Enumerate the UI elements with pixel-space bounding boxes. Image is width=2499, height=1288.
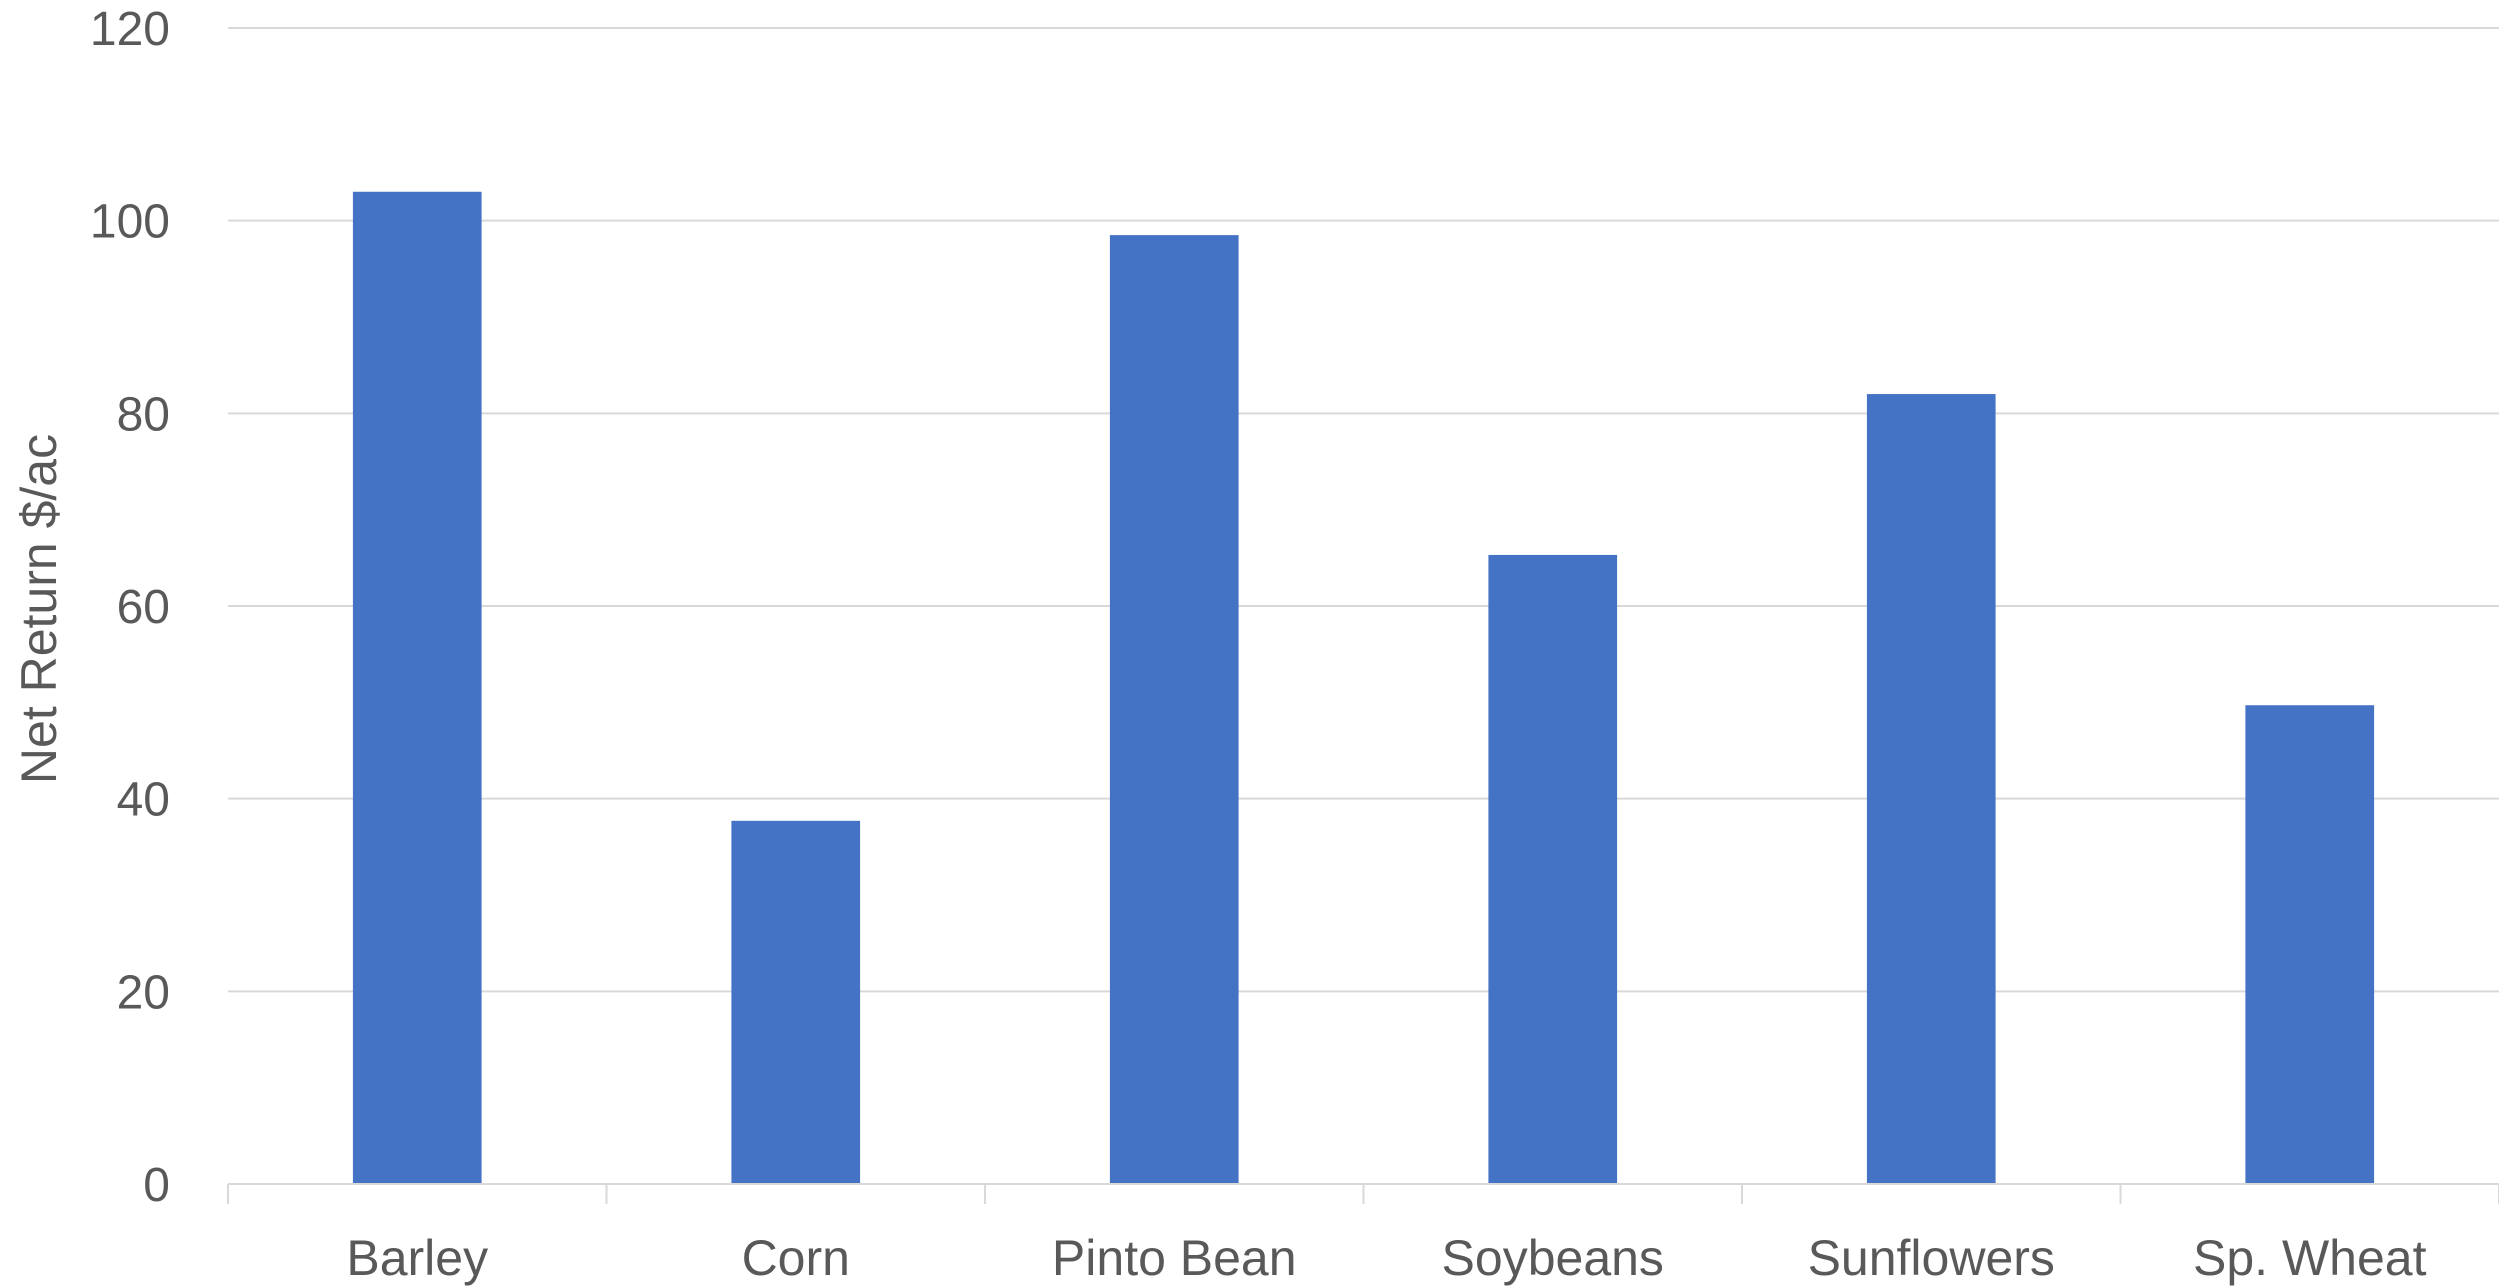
y-tick-label: 60 [117, 581, 170, 634]
x-axis [227, 1183, 2499, 1204]
x-axis-category-labels: Barley Corn Pinto Bean Soybeans Sunflowers Sp… [346, 1230, 2426, 1286]
bar-pinto-bean [1109, 235, 1239, 1184]
y-tick-label: 20 [117, 966, 170, 1019]
y-tick-label: 40 [117, 774, 170, 827]
x-category-label: Corn [742, 1230, 850, 1286]
y-tick-label: 120 [90, 3, 170, 56]
bar-sunflowers [1866, 394, 1996, 1185]
gridlines [228, 27, 2499, 993]
y-tick-label: 0 [143, 1159, 170, 1212]
y-axis-title: Net Return $/ac [11, 434, 67, 784]
bar-sp-wheat [2245, 705, 2375, 1184]
bar-corn [731, 820, 861, 1184]
x-category-label: Pinto Bean [1052, 1230, 1297, 1286]
x-category-label: Sunflowers [1808, 1230, 2055, 1286]
y-axis-tick-labels: 0 20 40 60 80 100 120 [90, 3, 170, 1212]
x-category-label: Barley [346, 1230, 488, 1286]
bars [352, 191, 2375, 1185]
y-tick-label: 100 [90, 196, 170, 249]
bar-soybeans [1488, 554, 1618, 1184]
x-category-label: Sp. Wheat [2193, 1230, 2427, 1286]
bar-barley [352, 191, 482, 1184]
y-tick-label: 80 [117, 388, 170, 441]
x-category-label: Soybeans [1442, 1230, 1664, 1286]
